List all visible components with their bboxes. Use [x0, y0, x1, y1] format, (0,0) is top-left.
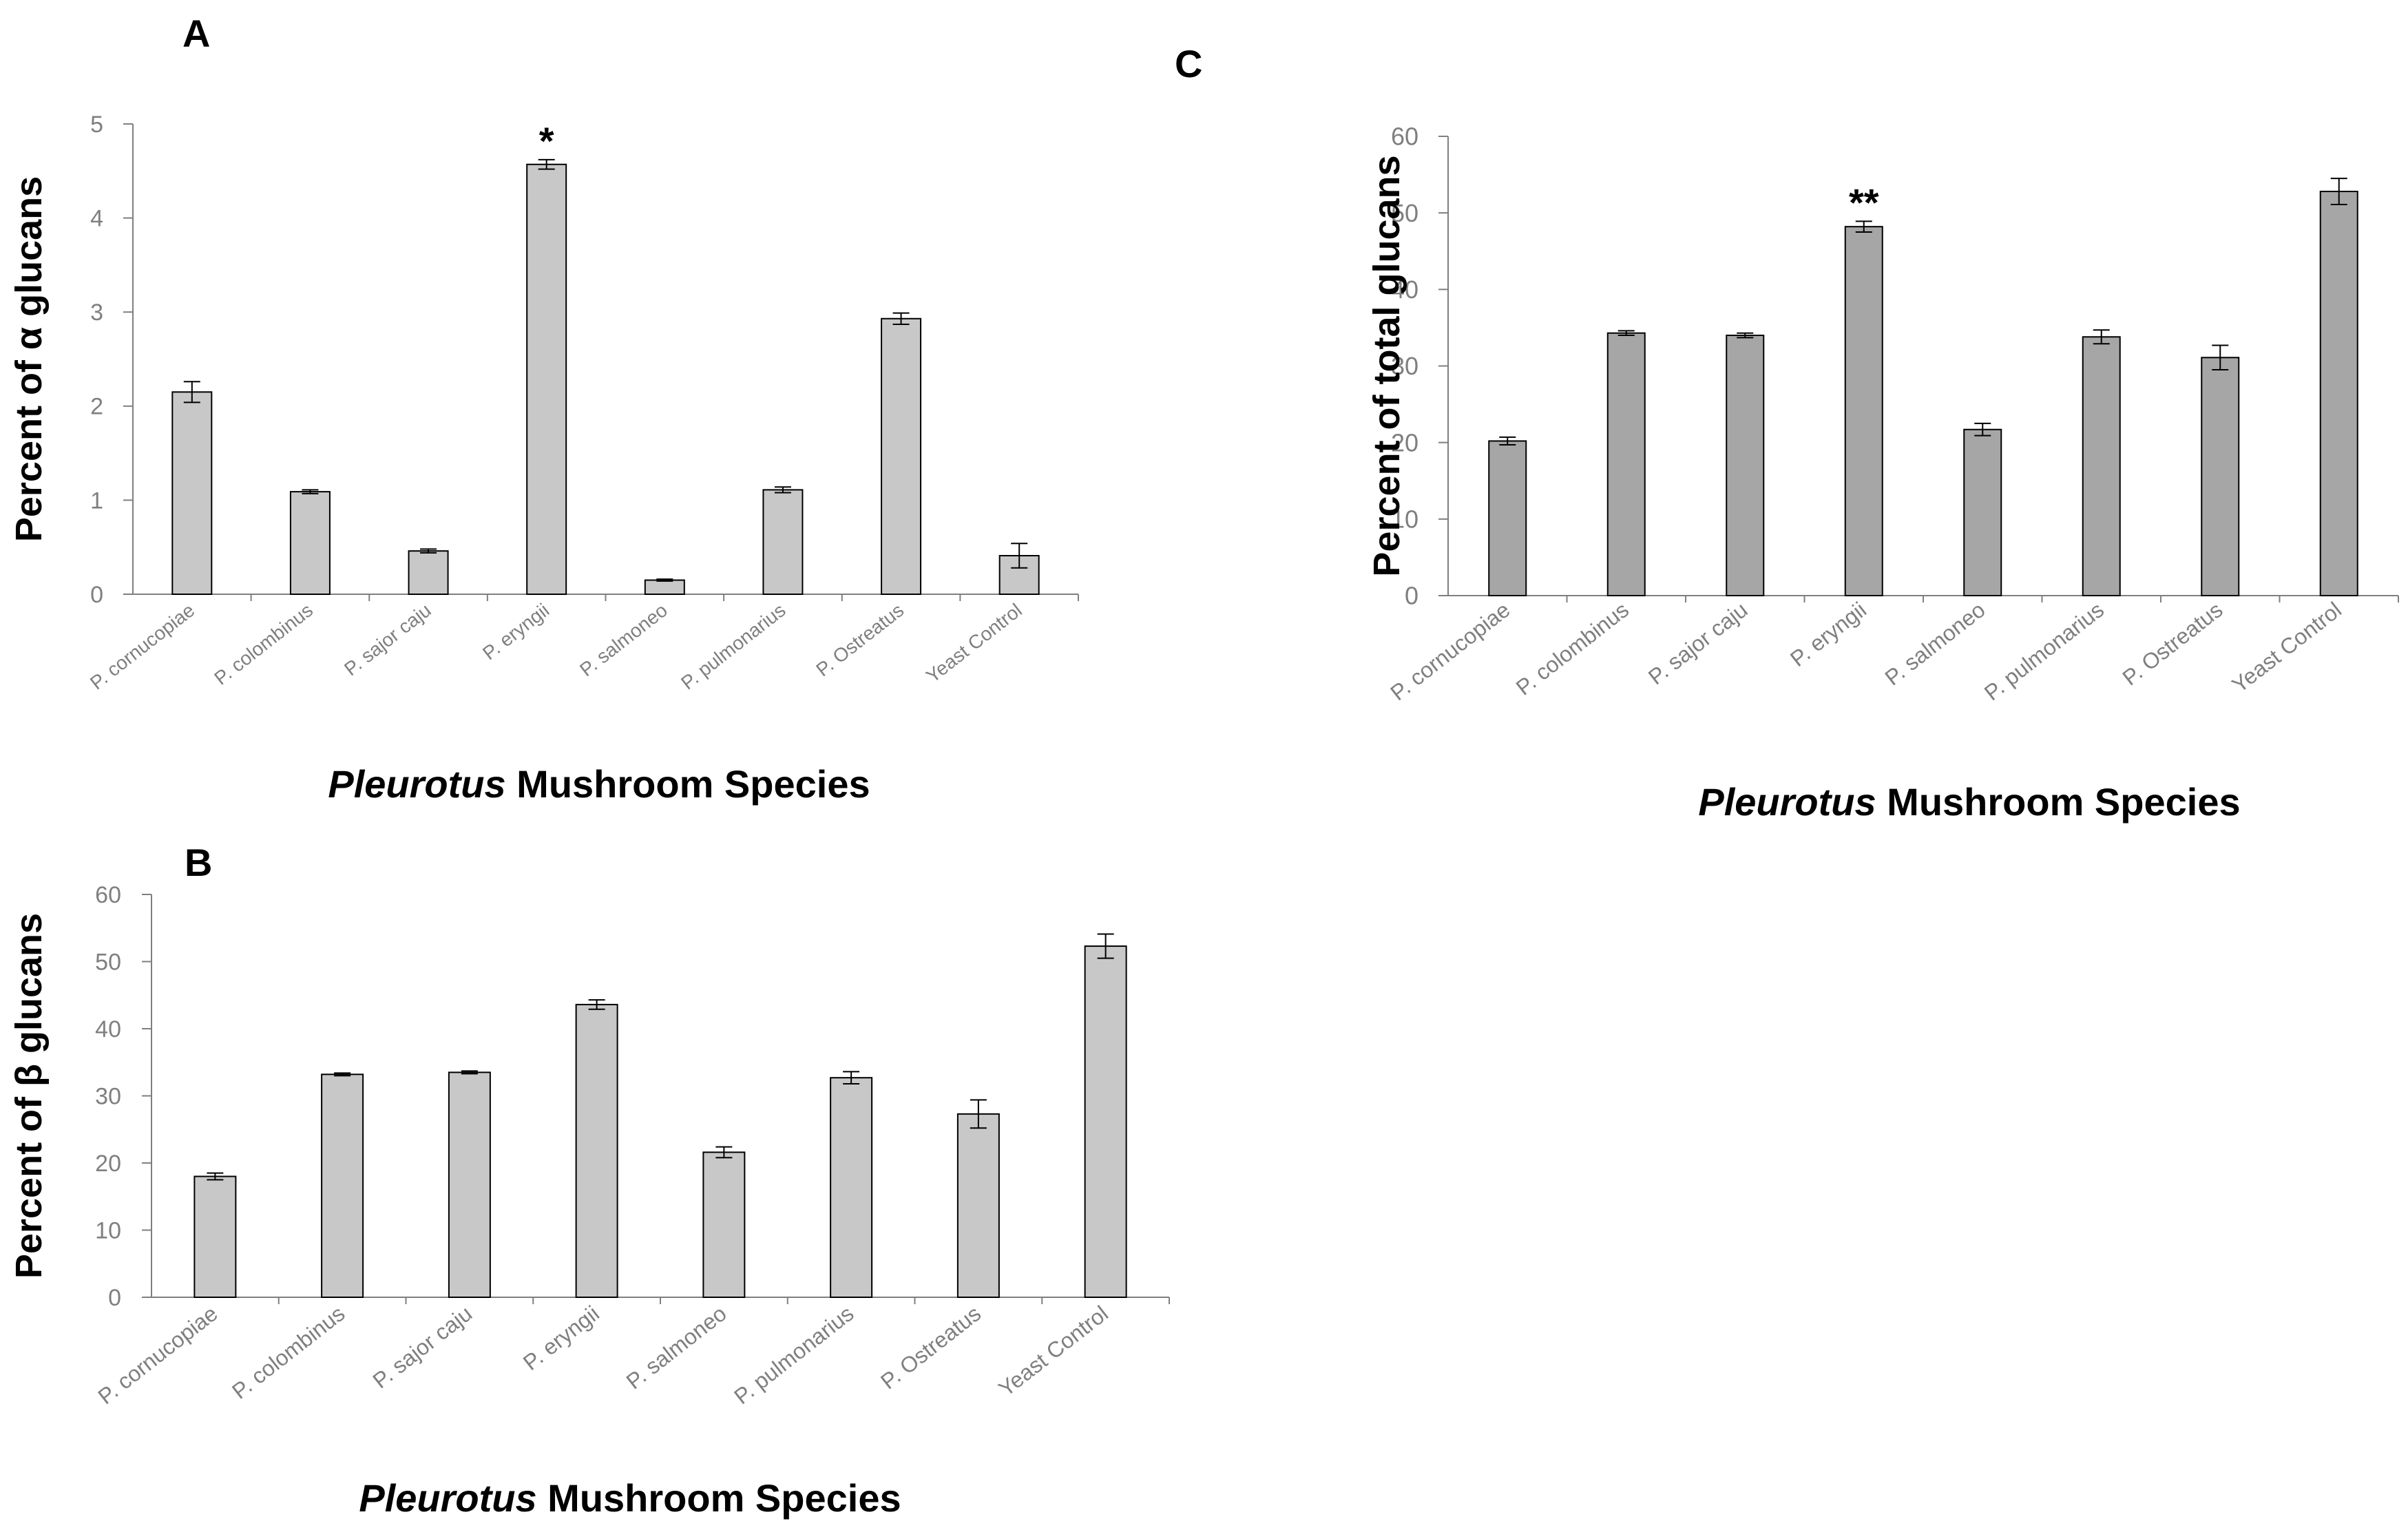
panel-a-y-tick-label: 5 [90, 112, 103, 138]
panel-a-category-label: P. Ostreatus [812, 599, 908, 680]
panel-c-y-tick-label: 20 [1391, 428, 1418, 457]
panel-b-category-label: P. pulmonarius [729, 1301, 858, 1409]
panel-c-bar [1488, 440, 1527, 597]
panel-a-category-label: P. pulmonarius [677, 599, 789, 693]
panel-a-category-label: Yeast Control [922, 599, 1026, 687]
panel-c-bar [2082, 336, 2121, 596]
panel-c-y-tick-label: 0 [1405, 582, 1418, 610]
panel-c-category-label: P. eryngii [1786, 597, 1871, 671]
panel-a-y-tick-label: 1 [90, 488, 103, 514]
panel-b-bar [321, 1073, 364, 1299]
panel-c-bar [2201, 357, 2240, 596]
panel-a-significance-marker: * [539, 119, 554, 163]
panel-a-category-label: P. salmoneo [576, 599, 671, 680]
panel-a-bar [408, 550, 449, 595]
panel-b-category-label: P. colombinus [227, 1301, 349, 1404]
panel-c-bar [1844, 226, 1883, 596]
panel-a-y-axis-title: Percent of α glucans [8, 176, 50, 542]
panel-a-label: A [182, 12, 210, 55]
panel-a-category-label: P. colombinus [210, 599, 317, 689]
panel-b-category-label: P. Ostreatus [876, 1301, 985, 1394]
panel-b-x-axis-title: Pleurotus Mushroom Species [359, 1476, 901, 1520]
panel-a-bar [644, 579, 685, 596]
panel-c-x-axis-title: Pleurotus Mushroom Species [1698, 780, 2240, 824]
panel-b-bar [1084, 945, 1127, 1298]
panel-a-x-axis-title-rest: Mushroom Species [506, 762, 870, 806]
panel-b-bar [193, 1175, 237, 1298]
panel-a-y-tick-label: 0 [90, 582, 103, 608]
panel-c-y-axis-title: Percent of total glucans [1366, 155, 1407, 576]
panel-b-y-tick-label: 20 [95, 1151, 121, 1177]
panel-b-label: B [185, 841, 212, 884]
panel-a-x-axis-title-italic: Pleurotus [328, 762, 505, 806]
panel-c-y-tick-label: 30 [1391, 352, 1418, 380]
panel-c-y-tick-label: 50 [1391, 199, 1418, 227]
panel-a-y-tick-label: 2 [90, 394, 103, 420]
panel-a-bar [526, 163, 567, 596]
panel-a-x-axis-title: Pleurotus Mushroom Species [328, 762, 870, 806]
panel-c-category-label: P. sajor caju [1644, 597, 1752, 689]
panel-c-category-label: Yeast Control [2227, 597, 2346, 698]
panel-c-bar [1963, 428, 2002, 596]
panel-c-bar [2319, 191, 2358, 597]
panel-b-y-tick-label: 0 [108, 1285, 121, 1311]
panel-b-y-tick-label: 10 [95, 1217, 121, 1244]
panel-b-x-axis-title-italic: Pleurotus [359, 1476, 536, 1520]
panel-c-category-label: P. cornucopiae [1385, 597, 1514, 705]
panel-a-bar [881, 317, 922, 595]
panel-c-category-label: P. colombinus [1511, 597, 1633, 700]
panel-a-bar [762, 489, 804, 596]
panel-b-category-label: P. eryngii [519, 1301, 604, 1375]
panel-c-label: C [1175, 42, 1202, 85]
panel-c-y-tick-label: 40 [1391, 275, 1418, 304]
panel-c-bar [1726, 335, 1765, 596]
panel-c-x-axis-title-rest: Mushroom Species [1876, 780, 2241, 824]
panel-b-y-axis-title: Percent of β glucans [8, 913, 50, 1279]
panel-b-bar [448, 1071, 491, 1298]
panel-a-category-label: P. eryngii [479, 599, 553, 664]
panel-b-x-axis-title-rest: Mushroom Species [537, 1476, 901, 1520]
panel-b-y-tick-label: 40 [95, 1016, 121, 1042]
panel-b-category-label: Yeast Control [994, 1301, 1113, 1401]
panel-b-y-tick-label: 60 [95, 882, 121, 908]
panel-b-bar [702, 1151, 746, 1299]
panel-b-y-tick-label: 50 [95, 949, 121, 975]
panel-c-bar [1606, 332, 1646, 596]
panel-a-y-tick-label: 4 [90, 206, 103, 232]
panel-b-y-tick-label: 30 [95, 1083, 121, 1109]
panel-a-bar [289, 491, 331, 596]
panel-b-category-label: P. sajor caju [368, 1301, 477, 1393]
panel-c-category-label: P. Ostreatus [2118, 597, 2228, 690]
panel-a-bar [171, 391, 213, 595]
panel-b-category-label: P. salmoneo [622, 1301, 731, 1394]
panel-c-category-label: P. pulmonarius [1980, 597, 2108, 705]
panel-c-y-tick-label: 60 [1391, 123, 1418, 151]
panel-b-bar [956, 1113, 1000, 1298]
panel-c-category-label: P. salmoneo [1880, 597, 1989, 690]
panel-a-category-label: P. sajor caju [340, 599, 435, 680]
panel-a-category-label: P. cornucopiae [86, 599, 198, 693]
panel-c-significance-marker: ** [1849, 180, 1879, 224]
panel-b-category-label: P. cornucopiae [94, 1301, 222, 1409]
panel-b-bar [575, 1003, 618, 1299]
panel-b-bar [830, 1077, 873, 1299]
panel-c-y-tick-label: 10 [1391, 505, 1418, 533]
panel-c-x-axis-title-italic: Pleurotus [1698, 780, 1876, 824]
panel-a-y-tick-label: 3 [90, 300, 103, 326]
